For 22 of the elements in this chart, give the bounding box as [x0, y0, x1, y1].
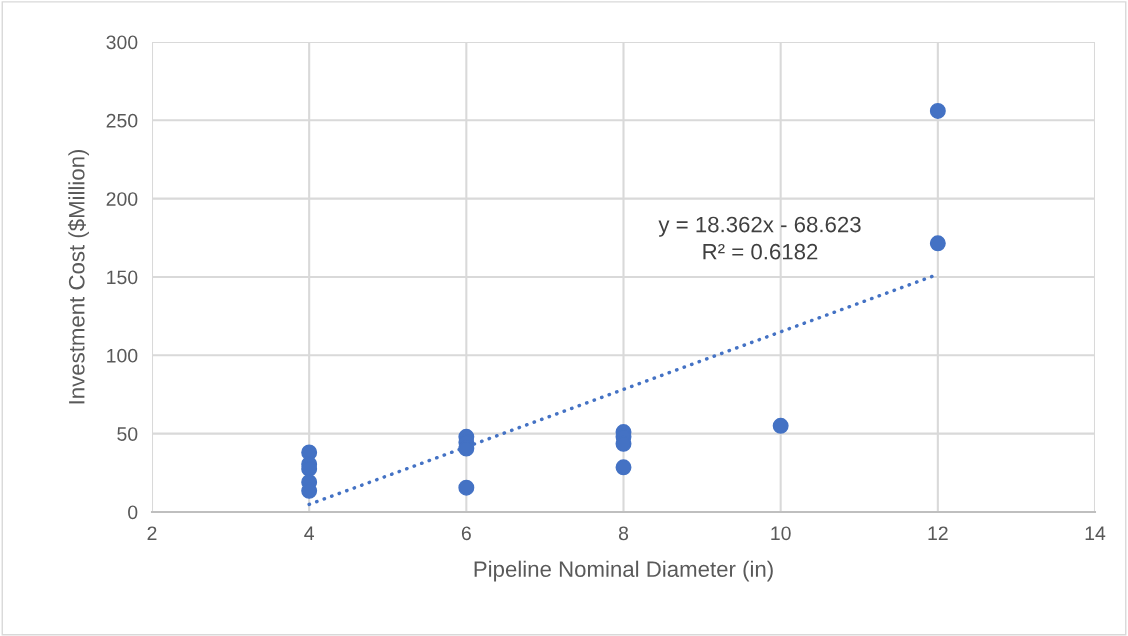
y-tick-label: 150: [107, 270, 138, 285]
x-tick-label: 6: [461, 526, 471, 541]
point: [772, 417, 789, 434]
y-tick-label: 200: [106, 192, 138, 206]
x-tick-label: 2: [147, 526, 157, 540]
annotation: y = 18.362x - 68.623 R² = 0.6182: [658, 216, 861, 260]
x-axis-title: Pipeline Nominal Diameter (in): [474, 560, 773, 582]
y-tick-label: 50: [117, 427, 138, 441]
point: [458, 479, 475, 496]
y-axis-title: Investment Cost ($Million): [67, 149, 89, 404]
y-tick-label: 250: [106, 113, 138, 128]
y-tick-label: 0: [128, 505, 138, 520]
y-tick-label: 100: [107, 348, 138, 363]
x-tick-label: 8: [618, 526, 629, 541]
point: [929, 235, 946, 252]
point: [929, 102, 946, 119]
x-tick-label: 12: [928, 526, 948, 540]
x-tick-label: 10: [771, 526, 791, 541]
point: [615, 459, 632, 476]
x-tick-label: 4: [304, 526, 315, 540]
x-tick-label: 14: [1085, 526, 1106, 540]
y-tick-label: 300: [106, 35, 138, 50]
